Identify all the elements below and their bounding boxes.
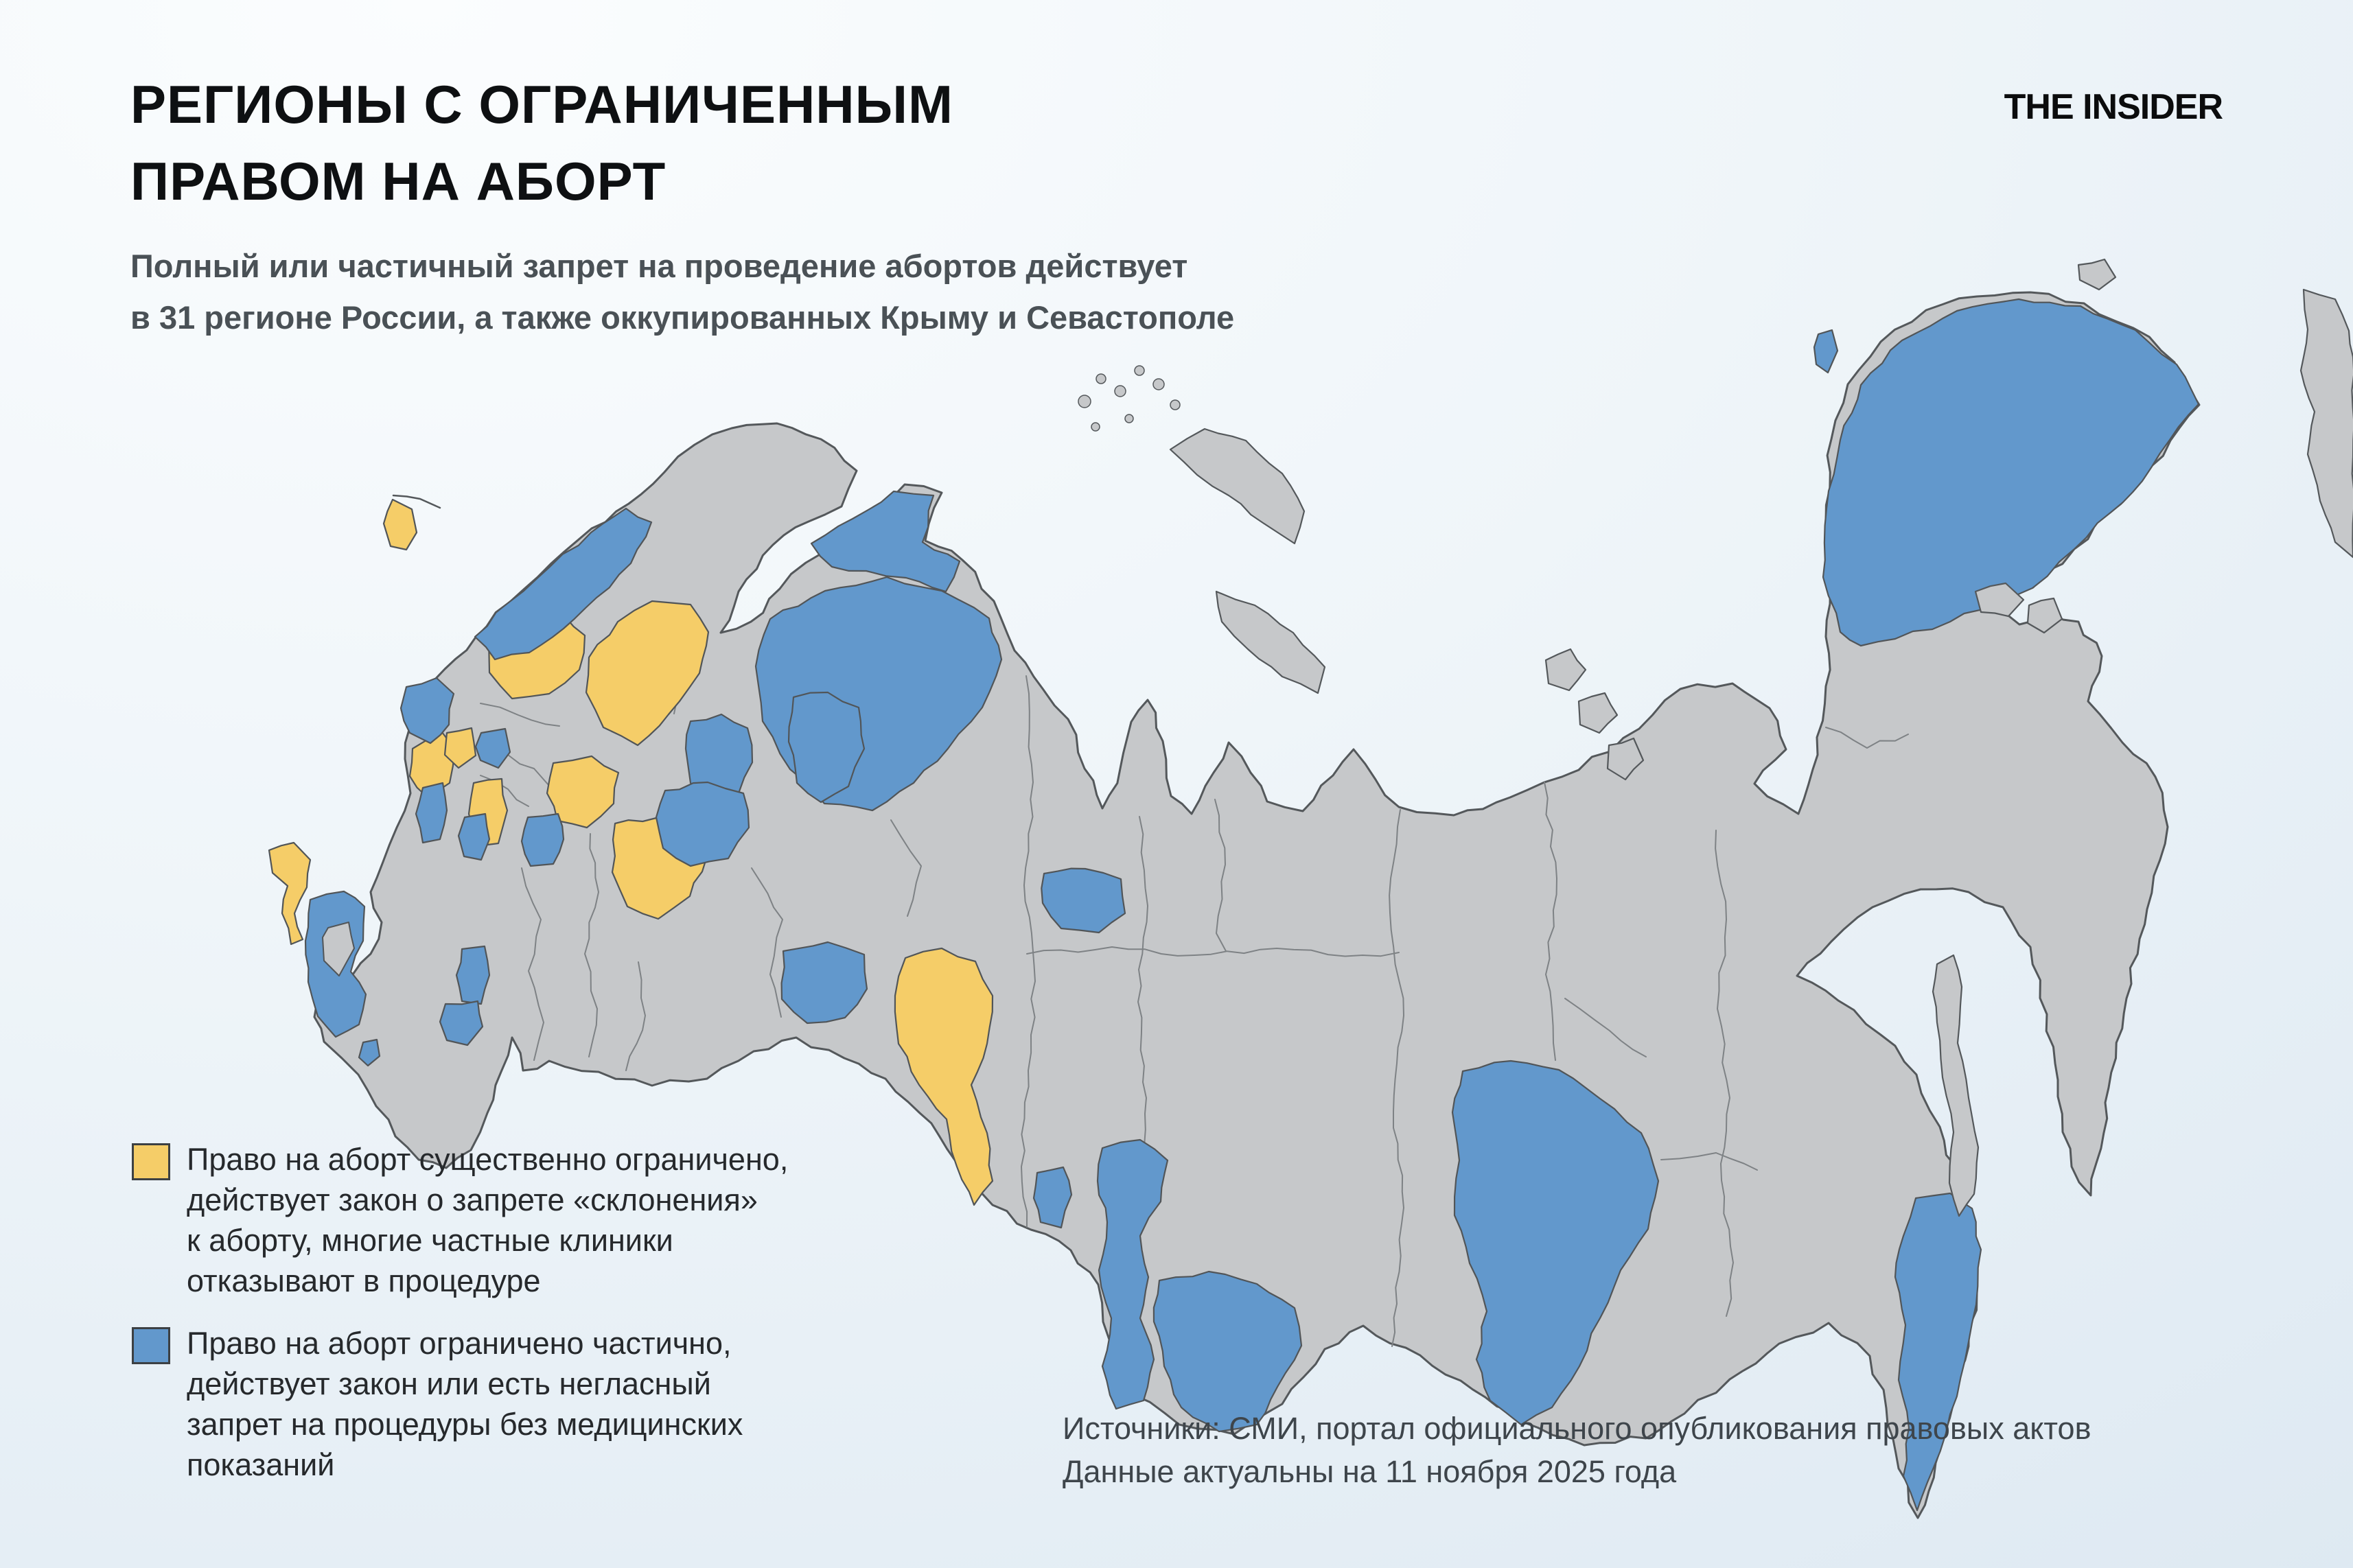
internal-border-19 xyxy=(1825,727,1909,749)
island-dot-2 xyxy=(1096,373,1106,384)
internal-border-10 xyxy=(521,867,544,1061)
region-partial-6 xyxy=(457,812,491,861)
region-restricted-7 xyxy=(546,755,620,829)
legend-item-restricted: Право на аборт существенно ограничено, д… xyxy=(132,1139,955,1301)
region-partial-19 xyxy=(1096,1138,1169,1410)
internal-border-9 xyxy=(751,867,783,1018)
region-partial-2 xyxy=(810,490,961,593)
page-title-line1: РЕГИОНЫ С ОГРАНИЧЕННЫМ xyxy=(130,74,953,134)
internal-border-5 xyxy=(1715,830,1734,1317)
internal-border-18 xyxy=(625,961,646,1071)
island-10 xyxy=(1932,954,1980,1217)
region-restricted-9 xyxy=(268,841,312,946)
region-partial-24 xyxy=(1813,329,1839,374)
internal-border-6 xyxy=(1026,946,1400,957)
internal-border-8 xyxy=(584,833,599,1057)
island-5 xyxy=(1606,737,1645,781)
internal-border-1 xyxy=(1021,675,1036,1228)
legend-swatch-restricted xyxy=(132,1143,170,1180)
source-note: Источники: СМИ, портал официального опуб… xyxy=(1063,1411,2091,1489)
internal-border-11 xyxy=(480,703,560,727)
region-partial-11 xyxy=(655,781,750,867)
island-dot-8 xyxy=(1091,422,1100,432)
island-9 xyxy=(2299,288,2353,559)
island-dot-6 xyxy=(1170,399,1181,410)
region-partial-17 xyxy=(1041,867,1126,934)
region-partial-5 xyxy=(415,782,448,844)
island-dot-4 xyxy=(1134,365,1145,376)
region-partial-14 xyxy=(358,1038,381,1067)
island-dot-7 xyxy=(1124,414,1134,423)
region-partial-4 xyxy=(474,727,511,769)
internal-border-15 xyxy=(1564,998,1647,1057)
island-dot-3 xyxy=(1114,385,1126,397)
region-partial-21 xyxy=(1451,1060,1660,1426)
island-3 xyxy=(1544,648,1587,692)
island-dot-5 xyxy=(1152,378,1165,390)
region-restricted-1 xyxy=(382,498,418,551)
internal-border-3 xyxy=(1389,809,1404,1347)
region-partial-20 xyxy=(1152,1270,1303,1433)
island-2 xyxy=(1215,590,1326,694)
region-partial-3 xyxy=(399,677,455,745)
region-partial-18 xyxy=(1032,1166,1073,1229)
legend-label-partial: Право на аборт ограничено частично, дейс… xyxy=(187,1326,743,1482)
internal-border-14 xyxy=(1660,1152,1758,1171)
legend-item-partial: Право на аборт ограничено частично, дейс… xyxy=(132,1323,955,1485)
page-title-line2: ПРАВОМ НА АБОРТ xyxy=(130,151,667,211)
internal-border-7 xyxy=(1214,799,1227,952)
coast-mark xyxy=(392,494,441,509)
region-restricted-3 xyxy=(585,600,710,747)
region-partial-12 xyxy=(780,941,868,1025)
region-partial-10 xyxy=(787,691,866,804)
region-partial-16 xyxy=(439,1000,484,1046)
region-partial-22 xyxy=(1894,1192,1982,1512)
island-6 xyxy=(1974,582,2025,618)
island-dot-1 xyxy=(1078,395,1091,408)
region-partial-15 xyxy=(455,945,491,1005)
internal-border-4 xyxy=(1544,782,1557,1061)
legend-label-restricted: Право на аборт существенно ограничено, д… xyxy=(187,1142,789,1298)
region-restricted-5 xyxy=(443,727,477,769)
island-1 xyxy=(1169,428,1306,545)
page-subtitle: Полный или частичный запрет на проведени… xyxy=(130,248,1235,336)
island-4 xyxy=(1577,692,1619,734)
internal-border-13 xyxy=(890,819,922,917)
internal-border-17 xyxy=(507,754,550,786)
mainland xyxy=(313,291,2201,1519)
brand-logo: THE INSIDER xyxy=(2004,87,2223,127)
region-restricted-10 xyxy=(894,947,994,1206)
island-8 xyxy=(2077,258,2117,291)
azov-inner-land xyxy=(322,922,355,976)
legend-swatch-partial xyxy=(132,1327,170,1364)
page-title: РЕГИОНЫ С ОГРАНИЧЕННЫМ ПРАВОМ НА АБОРТ xyxy=(130,66,953,220)
region-partial-23 xyxy=(1822,298,2200,647)
region-partial-7 xyxy=(520,812,565,867)
island-7 xyxy=(2026,597,2063,634)
region-partial-1 xyxy=(474,507,653,661)
